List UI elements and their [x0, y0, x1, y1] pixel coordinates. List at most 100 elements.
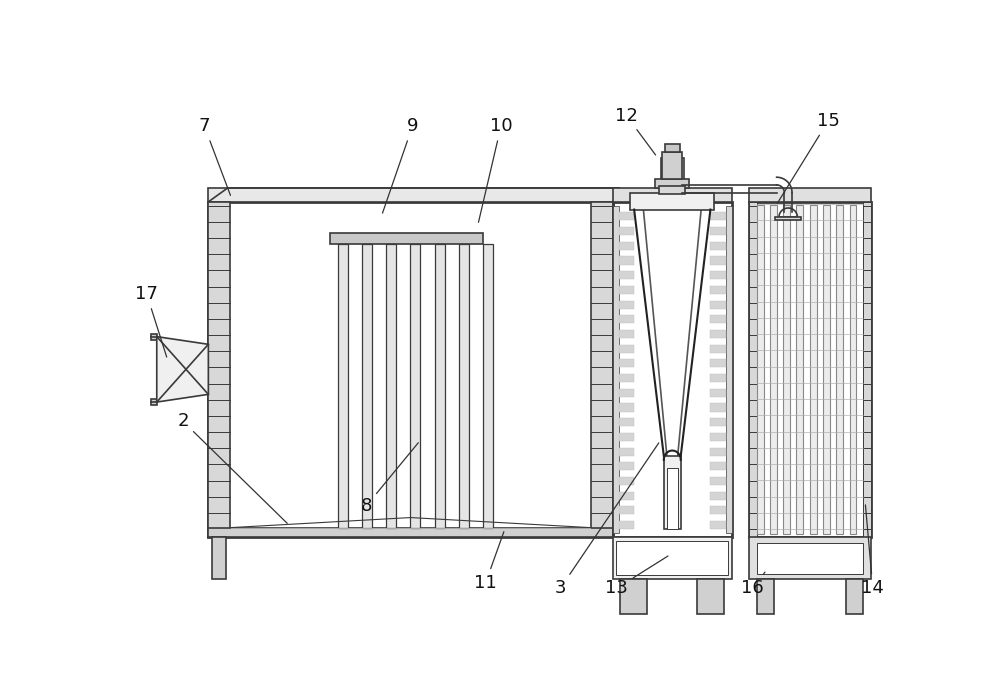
Bar — [749, 188, 871, 202]
Bar — [749, 537, 871, 579]
Bar — [775, 217, 801, 220]
Bar — [749, 202, 871, 537]
Text: 7: 7 — [199, 117, 230, 196]
Text: 16: 16 — [741, 572, 765, 598]
Bar — [710, 286, 726, 294]
Bar — [757, 205, 764, 534]
Bar — [749, 202, 757, 537]
Bar — [208, 202, 613, 537]
Bar — [619, 227, 634, 235]
Bar — [619, 418, 634, 426]
Text: 14: 14 — [861, 505, 884, 598]
Bar — [619, 301, 634, 309]
Bar — [823, 205, 830, 534]
Text: 10: 10 — [478, 117, 512, 222]
Bar — [661, 158, 684, 193]
Bar — [619, 345, 634, 353]
Bar — [710, 491, 726, 500]
Bar — [619, 491, 634, 500]
Bar — [665, 158, 679, 193]
Text: 13: 13 — [605, 556, 668, 598]
Bar — [613, 202, 732, 537]
Bar — [619, 448, 634, 455]
Bar — [710, 507, 726, 514]
Bar — [208, 527, 613, 537]
Bar — [619, 403, 634, 412]
Bar — [710, 462, 726, 471]
Bar — [710, 345, 726, 353]
Bar — [796, 205, 803, 534]
Text: 11: 11 — [474, 532, 504, 592]
Bar — [151, 334, 157, 339]
Text: 2: 2 — [177, 412, 287, 523]
Bar — [208, 188, 619, 202]
Bar — [863, 202, 871, 537]
Bar — [850, 205, 856, 534]
Bar — [435, 244, 445, 527]
Bar — [665, 144, 680, 152]
Bar — [619, 256, 634, 264]
Bar — [783, 205, 790, 534]
Bar — [667, 468, 678, 529]
Bar — [710, 389, 726, 397]
Bar — [710, 418, 726, 426]
Bar — [330, 233, 483, 244]
Bar — [619, 462, 634, 471]
Bar — [619, 242, 634, 250]
Text: 12: 12 — [615, 107, 656, 155]
Bar — [616, 541, 728, 575]
Bar — [459, 244, 469, 527]
Bar — [710, 301, 726, 309]
Bar — [710, 433, 726, 441]
Bar — [726, 205, 732, 533]
Bar — [664, 456, 681, 529]
Bar — [846, 579, 863, 613]
Text: 8: 8 — [361, 443, 418, 515]
Bar — [208, 202, 230, 537]
Bar — [757, 543, 863, 574]
Bar — [710, 521, 726, 529]
Bar — [619, 359, 634, 367]
Bar — [386, 244, 396, 527]
Bar — [710, 271, 726, 279]
Bar — [613, 188, 732, 202]
Polygon shape — [157, 337, 208, 402]
Bar — [619, 330, 634, 338]
Bar — [483, 244, 493, 527]
Bar — [619, 315, 634, 323]
Bar — [710, 330, 726, 338]
Bar — [613, 537, 732, 579]
Bar — [770, 205, 777, 534]
Bar — [710, 359, 726, 367]
Bar — [836, 205, 843, 534]
Bar — [710, 374, 726, 382]
Bar — [619, 389, 634, 397]
Bar — [710, 256, 726, 264]
Bar — [613, 205, 619, 533]
Bar — [619, 477, 634, 485]
Bar — [757, 579, 774, 613]
Text: 15: 15 — [777, 112, 840, 203]
Bar — [619, 433, 634, 441]
Bar — [338, 244, 348, 527]
Text: 9: 9 — [383, 117, 418, 213]
Text: 17: 17 — [135, 285, 167, 357]
Bar — [619, 374, 634, 382]
Bar — [619, 286, 634, 294]
Bar — [697, 579, 724, 613]
Bar — [212, 537, 226, 579]
Bar — [151, 399, 157, 405]
Bar — [810, 205, 817, 534]
Bar — [710, 227, 726, 235]
Bar — [410, 244, 420, 527]
Bar — [620, 579, 647, 613]
Bar — [710, 212, 726, 221]
Text: 3: 3 — [554, 443, 659, 598]
Bar — [619, 271, 634, 279]
Bar — [710, 403, 726, 412]
Bar — [710, 315, 726, 323]
Bar — [710, 448, 726, 455]
Bar — [619, 507, 634, 514]
Bar — [619, 212, 634, 221]
Bar — [619, 521, 634, 529]
